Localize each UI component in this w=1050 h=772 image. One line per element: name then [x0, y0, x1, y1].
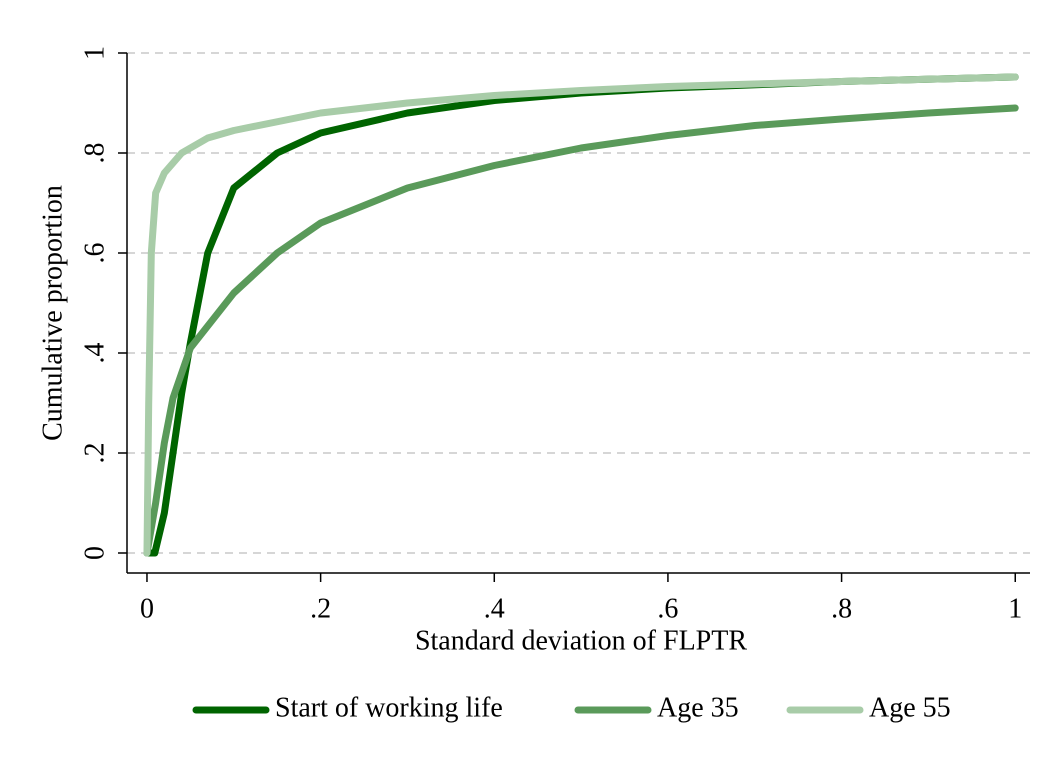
y-tick-label: .4 [79, 343, 110, 364]
y-tick-label: .6 [79, 243, 110, 264]
x-tick-label: .4 [484, 593, 505, 624]
x-tick-label: .8 [831, 593, 852, 624]
y-tick-label: .2 [79, 443, 110, 464]
x-tick-label: 1 [1008, 593, 1022, 624]
data-line [143, 104, 1019, 557]
x-tick-label: .6 [657, 593, 678, 624]
x-tick-label: .2 [310, 593, 331, 624]
legend-label: Start of working life [275, 692, 503, 723]
x-axis-label: Standard deviation of FLPTR [415, 625, 747, 656]
y-tick-label: 1 [79, 46, 110, 60]
legend-label: Age 55 [869, 692, 951, 723]
legend-label: Age 35 [657, 692, 739, 723]
y-tick-label: 0 [79, 546, 110, 560]
data-line [143, 73, 1019, 557]
x-tick-label: 0 [140, 593, 154, 624]
y-tick-label: .8 [79, 143, 110, 164]
y-axis-label: Cumulative proportion [37, 185, 68, 441]
